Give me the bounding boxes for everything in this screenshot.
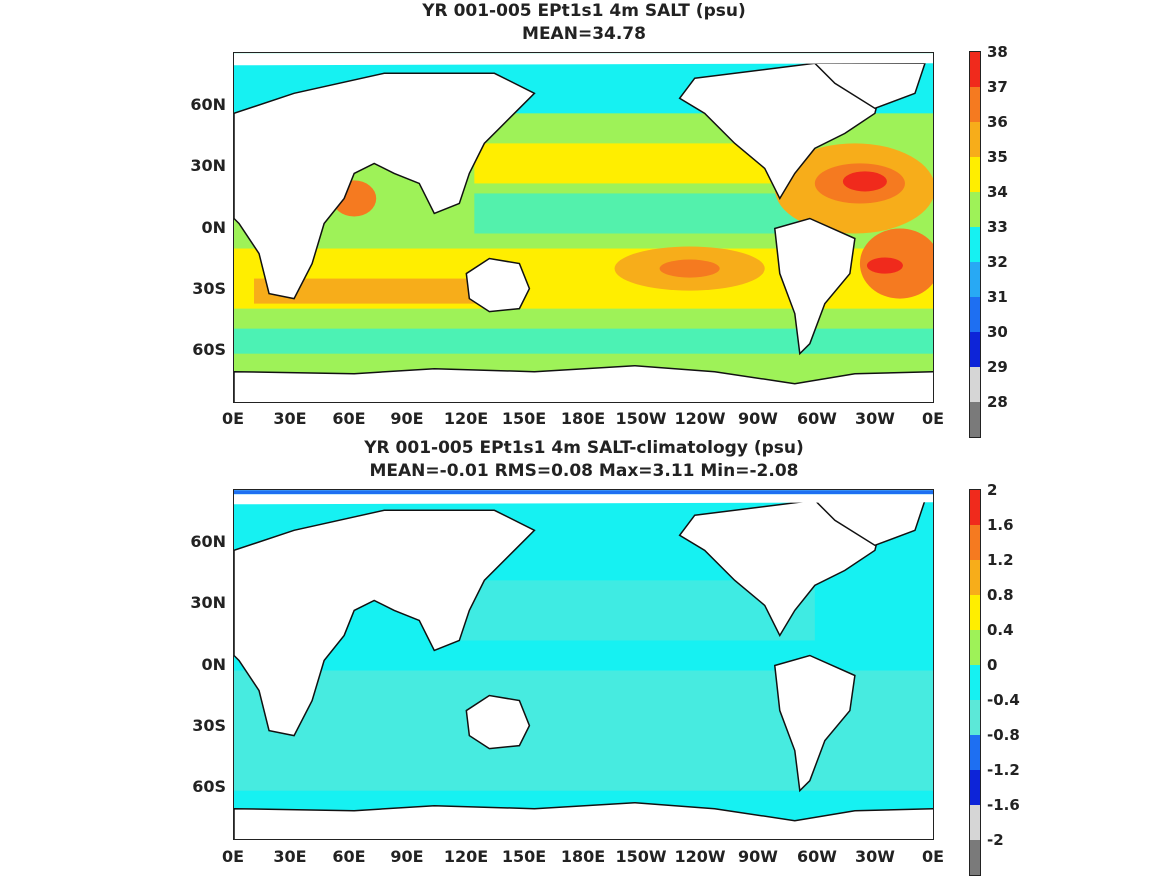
colorbar-segment: [970, 490, 980, 525]
panel2-map: [233, 489, 934, 840]
panel1-lat-label: 60N: [190, 95, 226, 114]
panel2-lon-label: 30E: [273, 847, 307, 866]
panel1-lon-label: 120E: [443, 409, 489, 428]
panel1-lon-label: 180E: [560, 409, 606, 428]
panel1-lon-label: 0E: [221, 409, 245, 428]
colorbar-segment: [970, 227, 980, 262]
colorbar-tick-label: -1.6: [987, 796, 1020, 814]
colorbar-segment: [970, 87, 980, 122]
colorbar-tick-label: -0.4: [987, 691, 1020, 709]
panel2-lon-label: 150W: [615, 847, 667, 866]
panel2-lon-label: 30W: [855, 847, 895, 866]
panel2-title: YR 001-005 EPt1s1 4m SALT-climatology (p…: [364, 438, 804, 458]
panel2-lon-label: 0E: [221, 847, 245, 866]
colorbar-segment: [970, 367, 980, 402]
colorbar-tick-label: 0.4: [987, 621, 1014, 639]
colorbar-tick-label: 28: [987, 393, 1008, 411]
colorbar-segment: [970, 560, 980, 595]
colorbar-segment: [970, 192, 980, 227]
panel1-mean: MEAN=34.78: [522, 24, 646, 44]
panel1-lon-label: 150E: [501, 409, 547, 428]
colorbar-tick-label: -1.2: [987, 761, 1020, 779]
colorbar-segment: [970, 770, 980, 805]
colorbar-segment: [970, 735, 980, 770]
colorbar-tick-label: 33: [987, 218, 1008, 236]
panel2-colorbar: [969, 489, 981, 876]
panel2-lon-label: 60W: [797, 847, 837, 866]
panel2-lon-label: 0E: [921, 847, 945, 866]
panel1-lon-label: 90E: [390, 409, 424, 428]
panel2-lon-label: 90E: [390, 847, 424, 866]
colorbar-segment: [970, 805, 980, 840]
panel1-lon-label: 60E: [332, 409, 366, 428]
panel2-lat-label: 0N: [201, 655, 226, 674]
panel2-lon-label: 150E: [501, 847, 547, 866]
panel2-lon-label: 90W: [738, 847, 778, 866]
panel1-lon-label: 90W: [738, 409, 778, 428]
colorbar-tick-label: 2: [987, 481, 998, 499]
panel1-map: [233, 52, 934, 403]
panel1-title: YR 001-005 EPt1s1 4m SALT (psu): [422, 1, 746, 21]
colorbar-segment: [970, 700, 980, 735]
colorbar-tick-label: 1.6: [987, 516, 1014, 534]
colorbar-tick-label: 31: [987, 288, 1008, 306]
salinity-anomaly-field: [234, 490, 933, 839]
colorbar-tick-label: 38: [987, 43, 1008, 61]
colorbar-tick-label: 0.8: [987, 586, 1014, 604]
colorbar-segment: [970, 52, 980, 87]
colorbar-tick-label: 0: [987, 656, 998, 674]
colorbar-tick-label: 32: [987, 253, 1008, 271]
panel1-lon-label: 30W: [855, 409, 895, 428]
colorbar-segment: [970, 595, 980, 630]
panel2-lat-label: 30N: [190, 593, 226, 612]
colorbar-tick-label: 37: [987, 78, 1008, 96]
colorbar-segment: [970, 840, 980, 875]
panel2-lon-label: 120W: [674, 847, 726, 866]
panel2-lon-label: 60E: [332, 847, 366, 866]
colorbar-tick-label: 29: [987, 358, 1008, 376]
colorbar-segment: [970, 665, 980, 700]
panel1-lon-label: 0E: [921, 409, 945, 428]
panel2-lon-label: 180E: [560, 847, 606, 866]
panel1-lat-label: 30S: [192, 279, 226, 298]
colorbar-tick-label: 1.2: [987, 551, 1014, 569]
panel1-colorbar: [969, 51, 981, 438]
colorbar-segment: [970, 157, 980, 192]
colorbar-tick-label: 36: [987, 113, 1008, 131]
colorbar-segment: [970, 122, 980, 157]
colorbar-tick-label: 34: [987, 183, 1008, 201]
colorbar-tick-label: 30: [987, 323, 1008, 341]
colorbar-tick-label: 35: [987, 148, 1008, 166]
colorbar-segment: [970, 630, 980, 665]
panel2-lat-label: 60N: [190, 532, 226, 551]
panel1-lat-label: 0N: [201, 218, 226, 237]
panel1-lon-label: 30E: [273, 409, 307, 428]
panel1-lon-label: 150W: [615, 409, 667, 428]
colorbar-segment: [970, 525, 980, 560]
salinity-field: [234, 53, 933, 402]
panel1-lon-label: 120W: [674, 409, 726, 428]
colorbar-segment: [970, 332, 980, 367]
panel1-lon-label: 60W: [797, 409, 837, 428]
colorbar-segment: [970, 402, 980, 437]
colorbar-segment: [970, 297, 980, 332]
panel1-lat-label: 60S: [192, 340, 226, 359]
colorbar-tick-label: -2: [987, 831, 1004, 849]
panel2-stats: MEAN=-0.01 RMS=0.08 Max=3.11 Min=-2.08: [369, 461, 799, 481]
panel2-lat-label: 30S: [192, 716, 226, 735]
colorbar-segment: [970, 262, 980, 297]
panel2-lon-label: 120E: [443, 847, 489, 866]
panel2-lat-label: 60S: [192, 777, 226, 796]
panel1-lat-label: 30N: [190, 156, 226, 175]
colorbar-tick-label: -0.8: [987, 726, 1020, 744]
